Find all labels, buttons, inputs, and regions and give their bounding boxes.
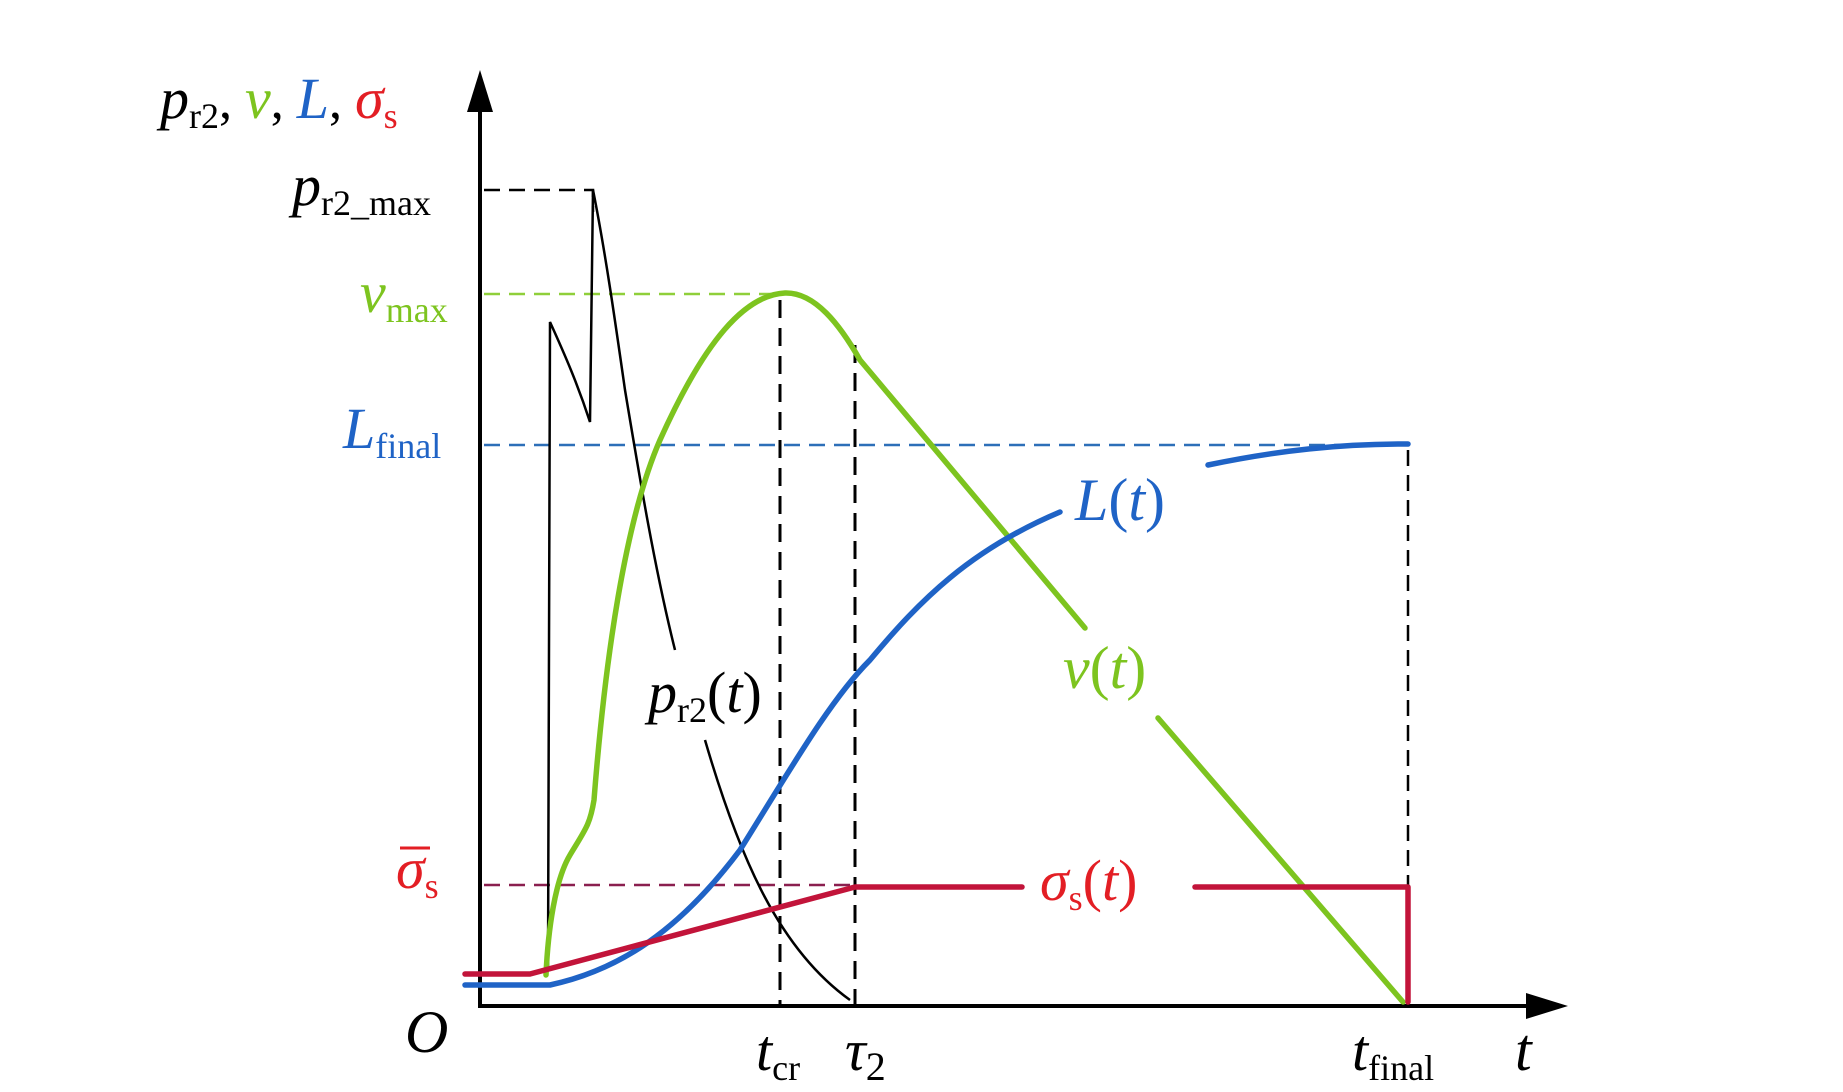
y-axis-arrow [467, 70, 493, 112]
v-max-label: vmax [360, 260, 448, 330]
sigma-bar-label: σs [396, 836, 439, 906]
x-axis-title: t [1515, 1017, 1533, 1083]
length-curve-label: L(t) [1074, 467, 1165, 533]
p-max-label: pr2_max [288, 153, 431, 223]
l-final-label: Lfinal [342, 396, 441, 466]
tau2-label: τ2 [845, 1018, 886, 1089]
t-final-label: tfinal [1352, 1018, 1434, 1088]
stress-curve [462, 884, 1411, 1005]
pressure-curve-label: pr2(t) [644, 660, 762, 730]
svg-text:σs: σs [396, 836, 439, 906]
x-axis-arrow [1526, 993, 1568, 1019]
origin-label: O [405, 999, 448, 1065]
length-curve [462, 441, 1411, 988]
p-max-dashed-line [484, 188, 595, 212]
velocity-curve-label: v(t) [1063, 635, 1146, 701]
velocity-curve [543, 290, 1406, 1005]
pressure-curve [546, 189, 851, 1002]
stress-curve-label: σs(t) [1040, 848, 1137, 918]
t-cr-label: tcr [756, 1018, 800, 1088]
y-axis-title: pr2, v, L, σs [156, 66, 398, 136]
